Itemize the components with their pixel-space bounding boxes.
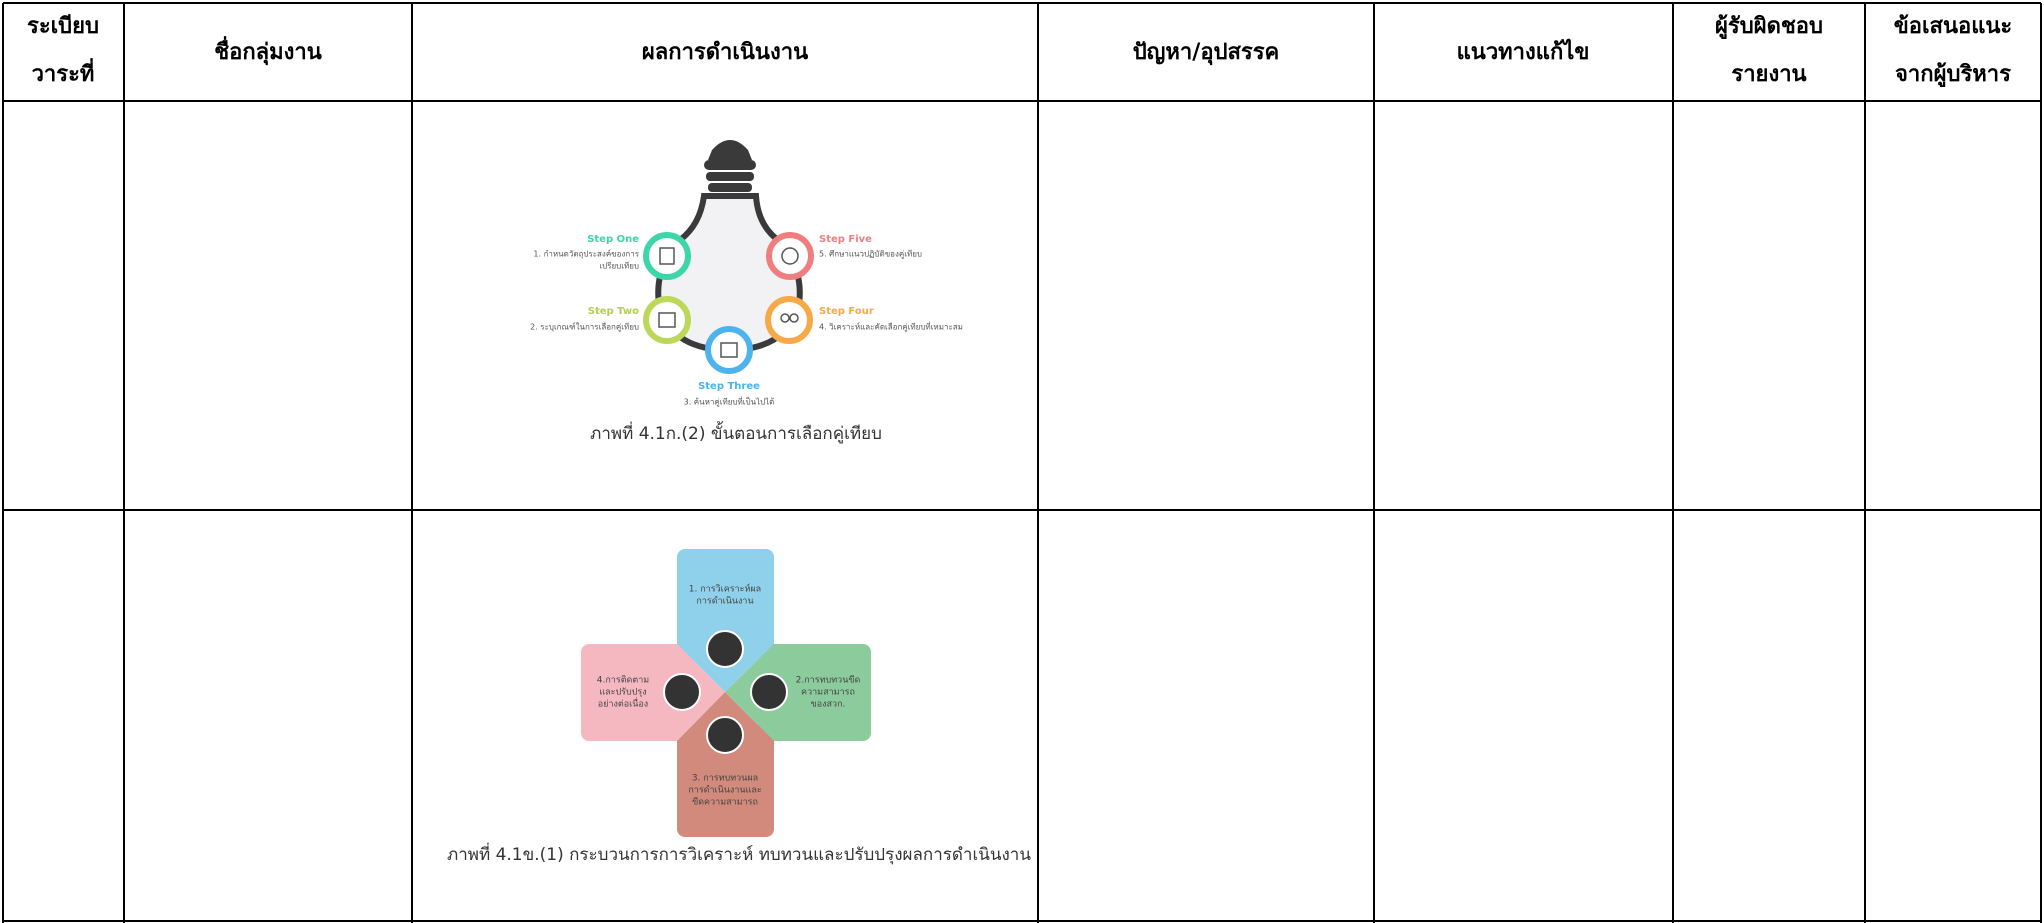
header: ระเบียบ [27, 14, 99, 39]
cross-figure: 1. การวิเคราะห์ผล การดำเนินงาน 2.การทบทว… [447, 549, 1031, 865]
step-title: Step Four [819, 306, 874, 317]
icon [789, 313, 799, 323]
arm [677, 725, 774, 837]
header: วาระที่ [32, 57, 95, 87]
quadrant-text: ของสวก. [811, 700, 846, 710]
step-circle [643, 296, 691, 344]
header: ผลการดำเนินงาน [642, 40, 808, 65]
quadrant-text: อย่างต่อเนื่อง [598, 697, 648, 710]
step-circle [766, 232, 814, 280]
center-piece [725, 644, 774, 741]
step-title: Step Three [698, 381, 760, 392]
center-piece [677, 644, 774, 692]
quadrant-text: ความสามารถ [801, 688, 855, 698]
icon [750, 673, 788, 711]
icon [663, 673, 701, 711]
icon [706, 716, 744, 754]
step-text: 5. ศึกษาแนวปฏิบัติของคู่เทียบ [819, 250, 922, 260]
quadrant-text: 1. การวิเคราะห์ผล [689, 583, 761, 595]
header: จากผู้บริหาร [1895, 62, 2011, 88]
header: ข้อเสนอแนะ [1894, 14, 2013, 39]
header: รายงาน [1731, 62, 1806, 87]
figure-caption: ภาพที่ 4.1ข.(1) กระบวนการการวิเคราะห์ ทบ… [447, 842, 1031, 865]
quadrant-text: 2.การทบทวนขีด [796, 675, 861, 686]
icon [781, 247, 799, 265]
arm [677, 549, 774, 659]
step-text: 3. ค้นหาคู่เทียบที่เป็นไปได้ [684, 396, 775, 408]
center-piece [677, 644, 725, 741]
step-title: Step One [587, 234, 639, 245]
step-title: Step Five [819, 234, 872, 245]
bulb-cap [708, 183, 752, 192]
icon [658, 312, 676, 328]
quadrant-text: 3. การทบทวนผล [692, 774, 758, 784]
header: แนวทางแก้ไข [1457, 38, 1590, 65]
step-text: 2. ระบุเกณฑ์ในการเลือกคู่เทียบ [530, 322, 639, 333]
bulb-cap [704, 160, 756, 170]
quadrant-text: การดำเนินงานและ [688, 785, 762, 796]
step-circle [643, 232, 691, 280]
quadrant-text: การดำเนินงาน [696, 596, 753, 607]
bulb-figure: Step One 1. กำหนดวัตถุประสงค์ของการ เปรี… [530, 140, 963, 444]
arm [760, 644, 871, 741]
bulb-cap [706, 172, 754, 181]
step-text: 4. วิเคราะห์และคัดเลือกคู่เทียบที่เหมาะส… [819, 321, 963, 333]
quadrant-text: และปรับปรุง [599, 688, 646, 698]
header: ผู้รับผิดชอบ [1715, 14, 1823, 40]
icon [706, 630, 744, 668]
bulb-cap [708, 140, 752, 160]
arm [581, 644, 693, 741]
step-text: 1. กำหนดวัตถุประสงค์ของการ [533, 249, 639, 259]
icon [659, 247, 675, 265]
icon [720, 342, 738, 358]
quadrant-text: 4.การติดตาม [597, 675, 650, 686]
step-text: เปรียบเทียบ [599, 262, 639, 271]
figure-caption: ภาพที่ 4.1ก.(2) ขั้นตอนการเลือกคู่เทียบ [590, 421, 882, 444]
header: ชื่อกลุ่มงาน [214, 35, 322, 66]
step-circle [705, 326, 753, 374]
icon [780, 313, 790, 323]
quadrant-text: ขีดความสามารถ [692, 797, 758, 808]
header: ปัญหา/อุปสรรค [1133, 40, 1280, 66]
step-title: Step Two [588, 306, 639, 317]
